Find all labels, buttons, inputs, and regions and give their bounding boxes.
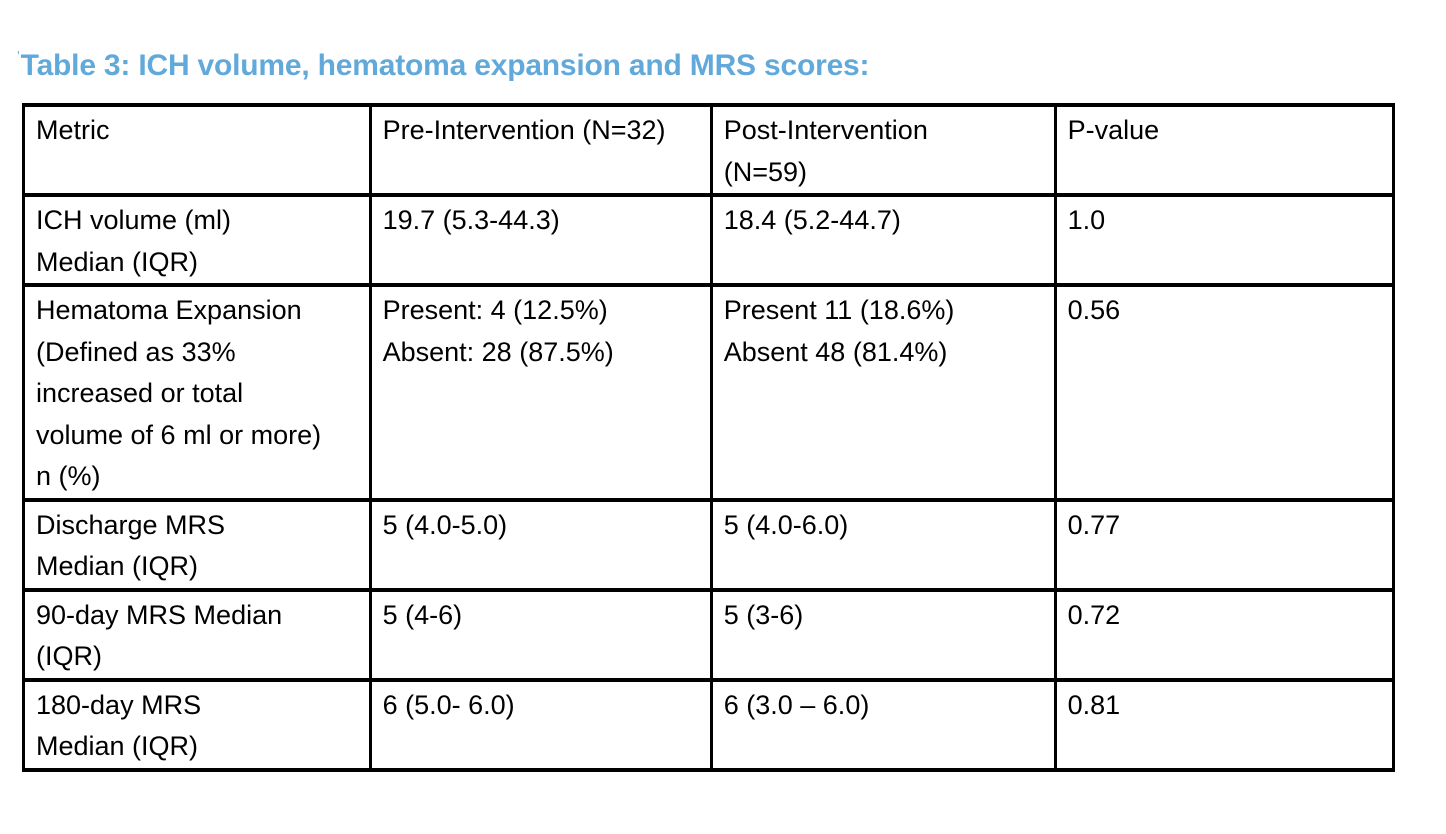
column-header-pre: Pre-Intervention (N=32) — [368, 103, 713, 197]
cell-p: 0.77 — [1053, 497, 1396, 592]
cell-line: volume of 6 ml or more) — [36, 419, 322, 450]
cell-metric: Hematoma Expansion (Defined as 33% increas… — [22, 283, 372, 502]
cell-post: 5 (4.0-6.0) — [709, 497, 1057, 592]
cell-line: Median (IQR) — [36, 731, 199, 761]
cell-line: Post-Intervention — [723, 115, 928, 145]
cell-line: (IQR) — [36, 641, 102, 671]
cell-pre: 5 (4.0-5.0) — [368, 497, 713, 592]
cell-p: 0.72 — [1053, 587, 1396, 682]
table-caption-text: Table 3: ICH volume, hematoma expansion … — [20, 49, 870, 82]
table-row: Discharge MRS Median (IQR) 5 (4.0-5.0) 5 (4… — [22, 497, 1396, 592]
column-header-metric: Metric — [22, 103, 372, 197]
cell-line: 5 (4.0-5.0) — [382, 509, 508, 540]
cell-post: 6 (3.0 – 6.0) — [709, 677, 1057, 772]
cell-line: P-value — [1067, 115, 1160, 145]
table-body: ICH volume (ml) Median (IQR) 19.7 (5.3-44.… — [22, 193, 1396, 772]
cell-metric: 90-day MRS Median (IQR) — [22, 587, 372, 682]
cell-metric: ICH volume (ml) Median (IQR) — [22, 193, 372, 287]
cell-line: Absent: 28 (87.5%) — [382, 336, 614, 367]
cell-line: Discharge MRS — [36, 509, 226, 540]
cell-line: 0.56 — [1067, 295, 1121, 325]
cell-pre: 6 (5.0- 6.0) — [368, 677, 713, 772]
table-row: Hematoma Expansion (Defined as 33% increas… — [22, 283, 1396, 502]
cell-pre: 19.7 (5.3-44.3) — [368, 193, 713, 287]
header-row: Metric Pre-Intervention (N=32) Post-Interv… — [22, 103, 1396, 197]
cell-line: increased or total — [36, 378, 244, 408]
cell-line: 90-day MRS Median — [36, 599, 283, 630]
cell-line: 5 (4-6) — [382, 599, 463, 630]
table-row: 180-day MRS Median (IQR) 6 (5.0- 6.0) 6 (3.… — [22, 677, 1396, 772]
cell-metric: 180-day MRS Median (IQR) — [22, 677, 372, 772]
cell-pre: 5 (4-6) — [368, 587, 713, 682]
cell-line: 5 (3-6) — [723, 599, 804, 630]
cell-line: Metric — [36, 115, 110, 145]
cell-pre: Present: 4 (12.5%) Absent: 28 (87.5%) — [368, 283, 713, 502]
cell-line: 1.0 — [1067, 205, 1106, 235]
cell-line: Present 11 (18.6%) — [723, 295, 955, 325]
column-header-p: P-value — [1053, 103, 1396, 197]
cell-p: 0.56 — [1053, 283, 1396, 502]
table-header: Metric Pre-Intervention (N=32) Post-Interv… — [22, 103, 1396, 197]
ich-outcomes-table: Metric Pre-Intervention (N=32) Post-Interv… — [22, 103, 1396, 772]
cell-post: 18.4 (5.2-44.7) — [709, 193, 1057, 287]
cell-line: n (%) — [36, 461, 101, 491]
cell-line: Present: 4 (12.5%) — [382, 295, 608, 325]
cell-post: 5 (3-6) — [709, 587, 1057, 682]
column-header-post: Post-Intervention (N=59) — [709, 103, 1057, 197]
cell-line: 6 (5.0- 6.0) — [382, 689, 515, 720]
cell-metric: Discharge MRS Median (IQR) — [22, 497, 372, 592]
caption-anchor-mark: ' — [17, 48, 20, 65]
cell-line: 18.4 (5.2-44.7) — [723, 205, 901, 235]
cell-post: Present 11 (18.6%) Absent 48 (81.4%) — [709, 283, 1057, 502]
cell-line: Hematoma Expansion — [36, 295, 302, 325]
cell-line: Median (IQR) — [36, 246, 199, 277]
cell-line: (N=59) — [723, 156, 808, 187]
cell-line: 6 (3.0 – 6.0) — [723, 689, 870, 720]
cell-line: Pre-Intervention (N=32) — [382, 115, 666, 145]
cell-line: 5 (4.0-6.0) — [723, 509, 849, 540]
cell-line: 0.77 — [1067, 509, 1121, 540]
cell-line: (Defined as 33% — [36, 336, 236, 367]
cell-line: 0.81 — [1067, 689, 1121, 720]
cell-line: Median (IQR) — [36, 551, 199, 581]
cell-line: 180-day MRS — [36, 689, 202, 720]
table-row: 90-day MRS Median (IQR) 5 (4-6) 5 (3-6) 0.72 — [22, 587, 1396, 682]
table-caption: 'Table 3: ICH volume, hematoma expansion… — [17, 48, 870, 83]
cell-p: 0.81 — [1053, 677, 1396, 772]
cell-line: ICH volume (ml) — [36, 205, 232, 235]
cell-p: 1.0 — [1053, 193, 1396, 287]
cell-line: Absent 48 (81.4%) — [723, 336, 948, 367]
table-row: ICH volume (ml) Median (IQR) 19.7 (5.3-44.… — [22, 193, 1396, 287]
cell-line: 0.72 — [1067, 599, 1121, 630]
cell-line: 19.7 (5.3-44.3) — [382, 205, 560, 235]
